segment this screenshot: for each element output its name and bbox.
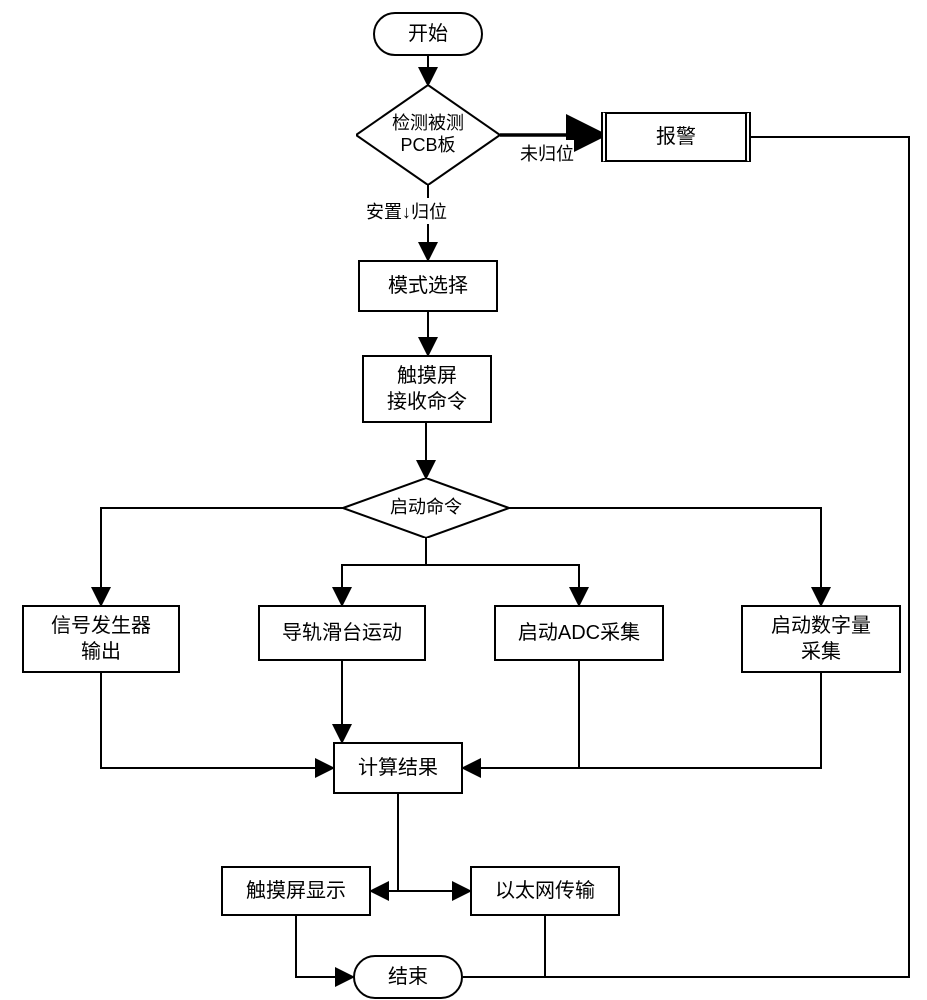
label-eth: 以太网传输 <box>495 878 595 904</box>
node-disp: 触摸屏显示 <box>221 866 371 916</box>
label-start: 开始 <box>408 21 448 47</box>
label-cmd: 启动命令 <box>390 497 462 519</box>
label-detect: 检测被测PCB板 <box>392 113 464 156</box>
node-touch: 触摸屏接收命令 <box>362 355 492 423</box>
node-adc: 启动ADC采集 <box>494 605 664 661</box>
node-start: 开始 <box>373 12 483 56</box>
label-rail: 导轨滑台运动 <box>282 620 402 646</box>
label-disp: 触摸屏显示 <box>246 878 346 904</box>
node-detect: 检测被测PCB板 <box>356 85 500 185</box>
node-digi: 启动数字量采集 <box>741 605 901 673</box>
node-siggen: 信号发生器输出 <box>22 605 180 673</box>
node-mode: 模式选择 <box>358 260 498 312</box>
label-touch: 触摸屏接收命令 <box>387 363 467 415</box>
node-rail: 导轨滑台运动 <box>258 605 426 661</box>
label-end: 结束 <box>388 964 428 990</box>
label-adc: 启动ADC采集 <box>518 620 640 646</box>
label-digi: 启动数字量采集 <box>771 613 871 665</box>
node-end: 结束 <box>353 955 463 999</box>
node-cmd: 启动命令 <box>343 478 509 538</box>
label-calc: 计算结果 <box>358 755 438 781</box>
edge-label-reset: 安置↓归位 <box>366 198 496 224</box>
label-mode: 模式选择 <box>388 273 468 299</box>
node-alarm: 报警 <box>601 112 751 162</box>
edge-label-notreset: 未归位 <box>520 140 574 166</box>
label-alarm: 报警 <box>656 124 696 150</box>
label-siggen: 信号发生器输出 <box>51 613 151 665</box>
node-eth: 以太网传输 <box>470 866 620 916</box>
node-calc: 计算结果 <box>333 742 463 794</box>
